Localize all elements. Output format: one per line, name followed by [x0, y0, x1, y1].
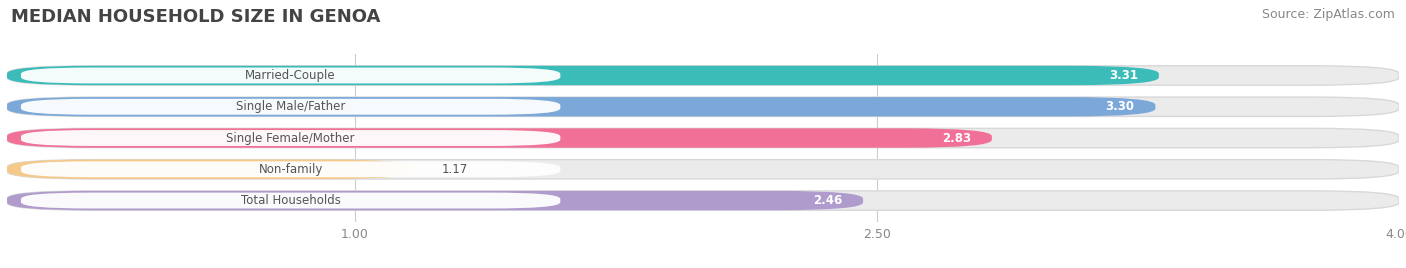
Text: Non-family: Non-family: [259, 163, 323, 176]
FancyBboxPatch shape: [7, 128, 991, 148]
FancyBboxPatch shape: [7, 191, 1399, 210]
Text: Single Male/Father: Single Male/Father: [236, 100, 346, 113]
FancyBboxPatch shape: [7, 191, 863, 210]
FancyBboxPatch shape: [21, 193, 561, 209]
Text: Single Female/Mother: Single Female/Mother: [226, 132, 354, 144]
Text: 3.30: 3.30: [1105, 100, 1135, 113]
FancyBboxPatch shape: [7, 97, 1156, 116]
Text: Total Households: Total Households: [240, 194, 340, 207]
Text: 1.17: 1.17: [441, 163, 468, 176]
Text: 2.46: 2.46: [813, 194, 842, 207]
FancyBboxPatch shape: [21, 99, 561, 115]
FancyBboxPatch shape: [7, 128, 1399, 148]
FancyBboxPatch shape: [21, 68, 561, 83]
FancyBboxPatch shape: [7, 97, 1399, 116]
FancyBboxPatch shape: [7, 159, 1399, 179]
FancyBboxPatch shape: [7, 66, 1399, 85]
FancyBboxPatch shape: [21, 161, 561, 177]
Text: Source: ZipAtlas.com: Source: ZipAtlas.com: [1261, 8, 1395, 21]
FancyBboxPatch shape: [21, 130, 561, 146]
Text: 2.83: 2.83: [942, 132, 972, 144]
Text: 3.31: 3.31: [1109, 69, 1137, 82]
Text: MEDIAN HOUSEHOLD SIZE IN GENOA: MEDIAN HOUSEHOLD SIZE IN GENOA: [11, 8, 381, 26]
FancyBboxPatch shape: [7, 66, 1159, 85]
FancyBboxPatch shape: [7, 159, 415, 179]
Text: Married-Couple: Married-Couple: [245, 69, 336, 82]
